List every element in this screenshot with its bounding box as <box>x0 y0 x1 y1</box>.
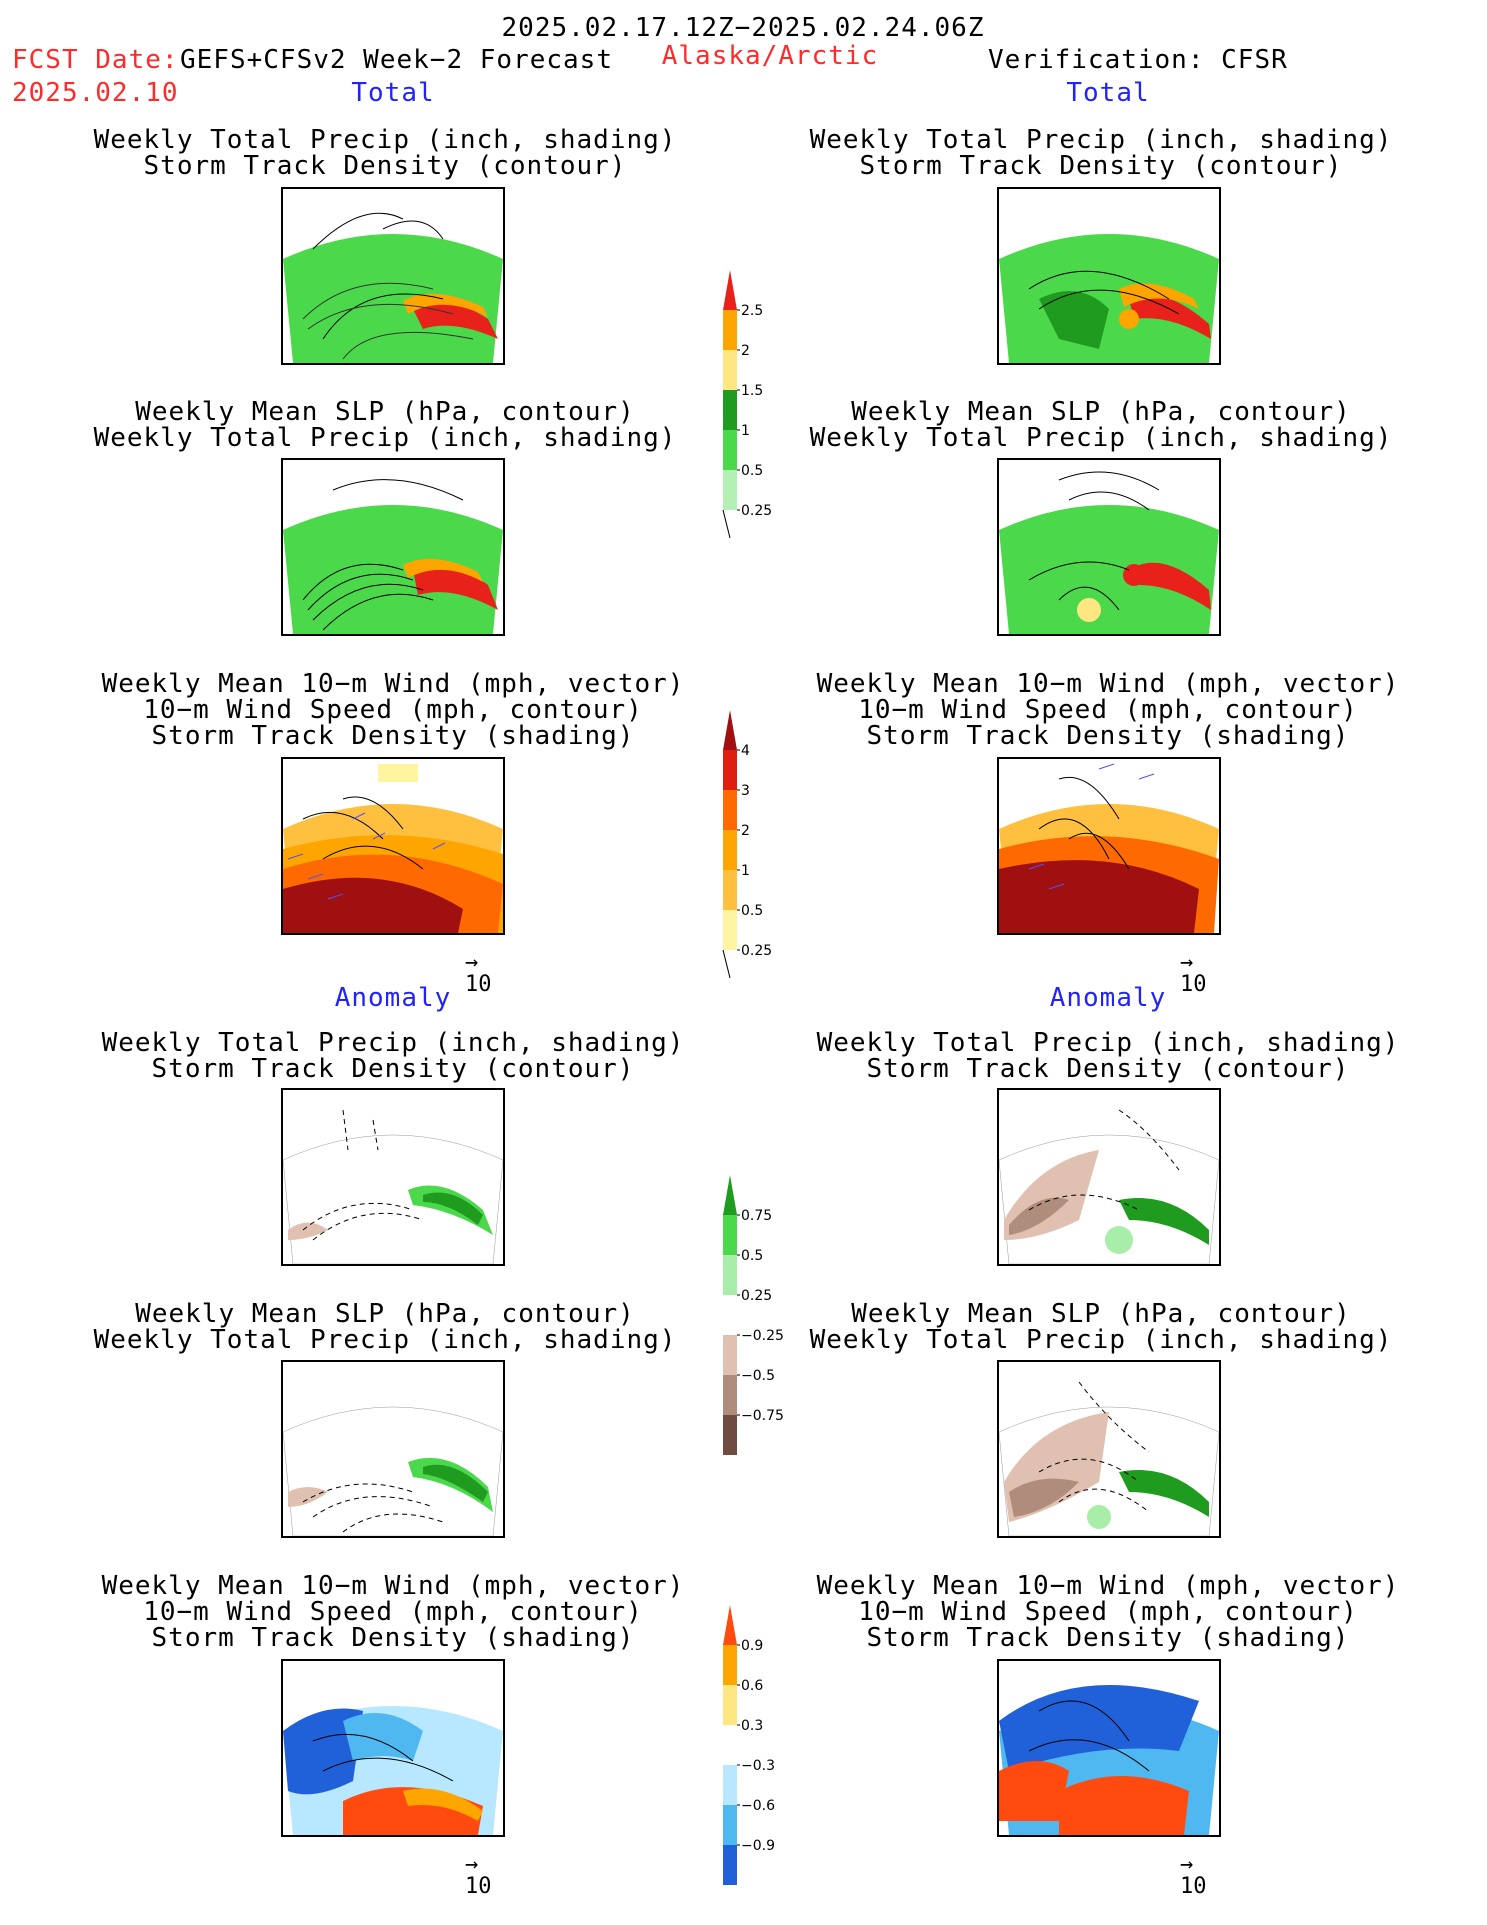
colorbar-tick-label: −0.3 <box>741 1758 775 1774</box>
colorbar-swatch <box>723 1175 737 1215</box>
map-panel-total-precip-fcst <box>281 187 505 365</box>
vector-reference-left: → 10 <box>465 950 492 998</box>
colorbar-swatch <box>723 790 737 830</box>
colorbar-tick-label: 1.5 <box>741 383 763 399</box>
colorbar-tick-label: 0.3 <box>741 1718 763 1734</box>
panel-title: Weekly Mean 10−m Wind (mph, vector) 10−m … <box>101 669 685 751</box>
colorbar-swatch <box>723 710 737 750</box>
map-panel-total-slp-verif <box>997 458 1221 636</box>
colorbar-tick-label: −0.6 <box>741 1798 775 1814</box>
colorbar-swatch <box>723 1805 737 1845</box>
colorbar-tick-label: 0.9 <box>741 1638 763 1654</box>
colorbar-swatch <box>723 430 737 470</box>
colorbar-tick-label: 1 <box>741 423 750 439</box>
section-anomaly-right: Anomaly <box>1049 983 1167 1013</box>
reference-arrow-icon: → <box>465 1852 479 1877</box>
fcst-model: GEFS+CFSv2 Week−2 Forecast <box>180 45 613 75</box>
panel-title: Weekly Mean SLP (hPa, contour) Weekly Tot… <box>809 397 1393 453</box>
colorbar-swatch <box>723 390 737 430</box>
colorbar-tick-label: 0.6 <box>741 1678 763 1694</box>
map-panel-anomaly-slp-fcst <box>281 1360 505 1538</box>
fcst-label: FCST Date: <box>12 45 179 75</box>
map-panel-total-slp-fcst <box>281 458 505 636</box>
colorbar-swatch <box>723 830 737 870</box>
colorbar-tick-label: 0.25 <box>741 943 772 959</box>
reference-arrow-icon: → <box>1180 950 1194 975</box>
panel-title: Weekly Mean 10−m Wind (mph, vector) 10−m … <box>101 1571 685 1653</box>
fcst-date: 2025.02.10 <box>12 78 179 108</box>
colorbar-swatch <box>723 470 737 510</box>
colorbar-swatch <box>723 1215 737 1255</box>
colorbar-swatch <box>723 310 737 350</box>
colorbar-swatch <box>723 750 737 790</box>
colorbar-total-storm-density: 4 3 2 1 0.5 0.25 <box>715 705 785 999</box>
colorbar-swatch <box>723 1335 737 1375</box>
map-panel-total-wind-verif <box>997 757 1221 935</box>
reference-arrow-icon: → <box>1180 1852 1194 1877</box>
map-panel-anomaly-precip-fcst <box>281 1088 505 1266</box>
colorbar-swatch <box>723 1415 737 1455</box>
colorbar-anomaly-storm-density: 0.9 0.6 0.3 −0.3 −0.6 −0.9 <box>715 1600 785 1894</box>
panel-title: Weekly Mean SLP (hPa, contour) Weekly Tot… <box>809 1299 1393 1355</box>
colorbar-tick-label: 0.5 <box>741 463 763 479</box>
colorbar-tick-label: 0.75 <box>741 1208 772 1224</box>
map-panel-total-precip-verif <box>997 187 1221 365</box>
colorbar-tick-label: 4 <box>741 743 750 759</box>
colorbar-tick-label: 0.5 <box>741 903 763 919</box>
region-label: Alaska/Arctic <box>661 41 879 71</box>
colorbar-swatch <box>723 1725 737 1765</box>
panel-title: Weekly Mean 10−m Wind (mph, vector) 10−m … <box>816 1571 1400 1653</box>
panel-title: Weekly Total Precip (inch, shading) Storm… <box>809 125 1393 181</box>
panel-title: Weekly Mean SLP (hPa, contour) Weekly Tot… <box>93 397 677 453</box>
reference-arrow-icon: → <box>465 950 479 975</box>
map-panel-anomaly-slp-verif <box>997 1360 1221 1538</box>
section-total-right: Total <box>1066 78 1150 108</box>
colorbar-tick-label: 0.25 <box>741 503 772 519</box>
map-panel-anomaly-precip-verif <box>997 1088 1221 1266</box>
colorbar-tick-label: 2.5 <box>741 303 763 319</box>
section-anomaly-left: Anomaly <box>334 983 452 1013</box>
panel-title: Weekly Mean SLP (hPa, contour) Weekly Tot… <box>93 1299 677 1355</box>
colorbar-tick-label: 1 <box>741 863 750 879</box>
colorbar-swatch <box>723 1845 737 1885</box>
colorbar-swatch <box>723 1255 737 1295</box>
colorbar-swatch <box>723 870 737 910</box>
colorbar-tick-label: −0.75 <box>741 1408 784 1424</box>
colorbar-tick-label: 2 <box>741 823 750 839</box>
vector-reference-right: → 10 <box>1180 950 1207 998</box>
colorbar-total-precip: 2.5 2 1.5 1 0.5 0.25 <box>715 265 785 559</box>
colorbar-tail <box>722 949 731 979</box>
colorbar-swatch <box>723 270 737 310</box>
colorbar-tick-label: −0.9 <box>741 1838 775 1854</box>
date-range-title: 2025.02.17.12Z−2025.02.24.06Z <box>501 13 985 43</box>
colorbar-tick-label: −0.5 <box>741 1368 775 1384</box>
colorbar-tick-label: 0.25 <box>741 1288 772 1304</box>
colorbar-swatch <box>723 1375 737 1415</box>
panel-title: Weekly Mean 10−m Wind (mph, vector) 10−m … <box>816 669 1400 751</box>
map-panel-total-wind-fcst <box>281 757 505 935</box>
colorbar-anomaly-precip: 0.75 0.5 0.25 −0.25 −0.5 −0.75 <box>715 1170 785 1464</box>
colorbar-swatch <box>723 1645 737 1685</box>
colorbar-swatch <box>723 1685 737 1725</box>
colorbar-swatch <box>723 350 737 390</box>
colorbar-swatch <box>723 1605 737 1645</box>
verification-label: Verification: CFSR <box>988 45 1288 75</box>
map-panel-anomaly-wind-fcst <box>281 1659 505 1837</box>
colorbar-tick-label: 0.5 <box>741 1248 763 1264</box>
colorbar-swatch <box>723 1765 737 1805</box>
colorbar-tail <box>722 509 731 539</box>
colorbar-tick-label: −0.25 <box>741 1328 784 1344</box>
colorbar-tick-label: 3 <box>741 783 750 799</box>
vector-reference-right: → 10 <box>1180 1852 1207 1900</box>
vector-reference-left: → 10 <box>465 1852 492 1900</box>
panel-title: Weekly Total Precip (inch, shading) Storm… <box>816 1028 1400 1084</box>
colorbar-swatch <box>723 1295 737 1335</box>
panel-title: Weekly Total Precip (inch, shading) Storm… <box>101 1028 685 1084</box>
colorbar-swatch <box>723 910 737 950</box>
panel-title: Weekly Total Precip (inch, shading) Storm… <box>93 125 677 181</box>
colorbar-tick-label: 2 <box>741 343 750 359</box>
section-total-left: Total <box>351 78 435 108</box>
map-panel-anomaly-wind-verif <box>997 1659 1221 1837</box>
